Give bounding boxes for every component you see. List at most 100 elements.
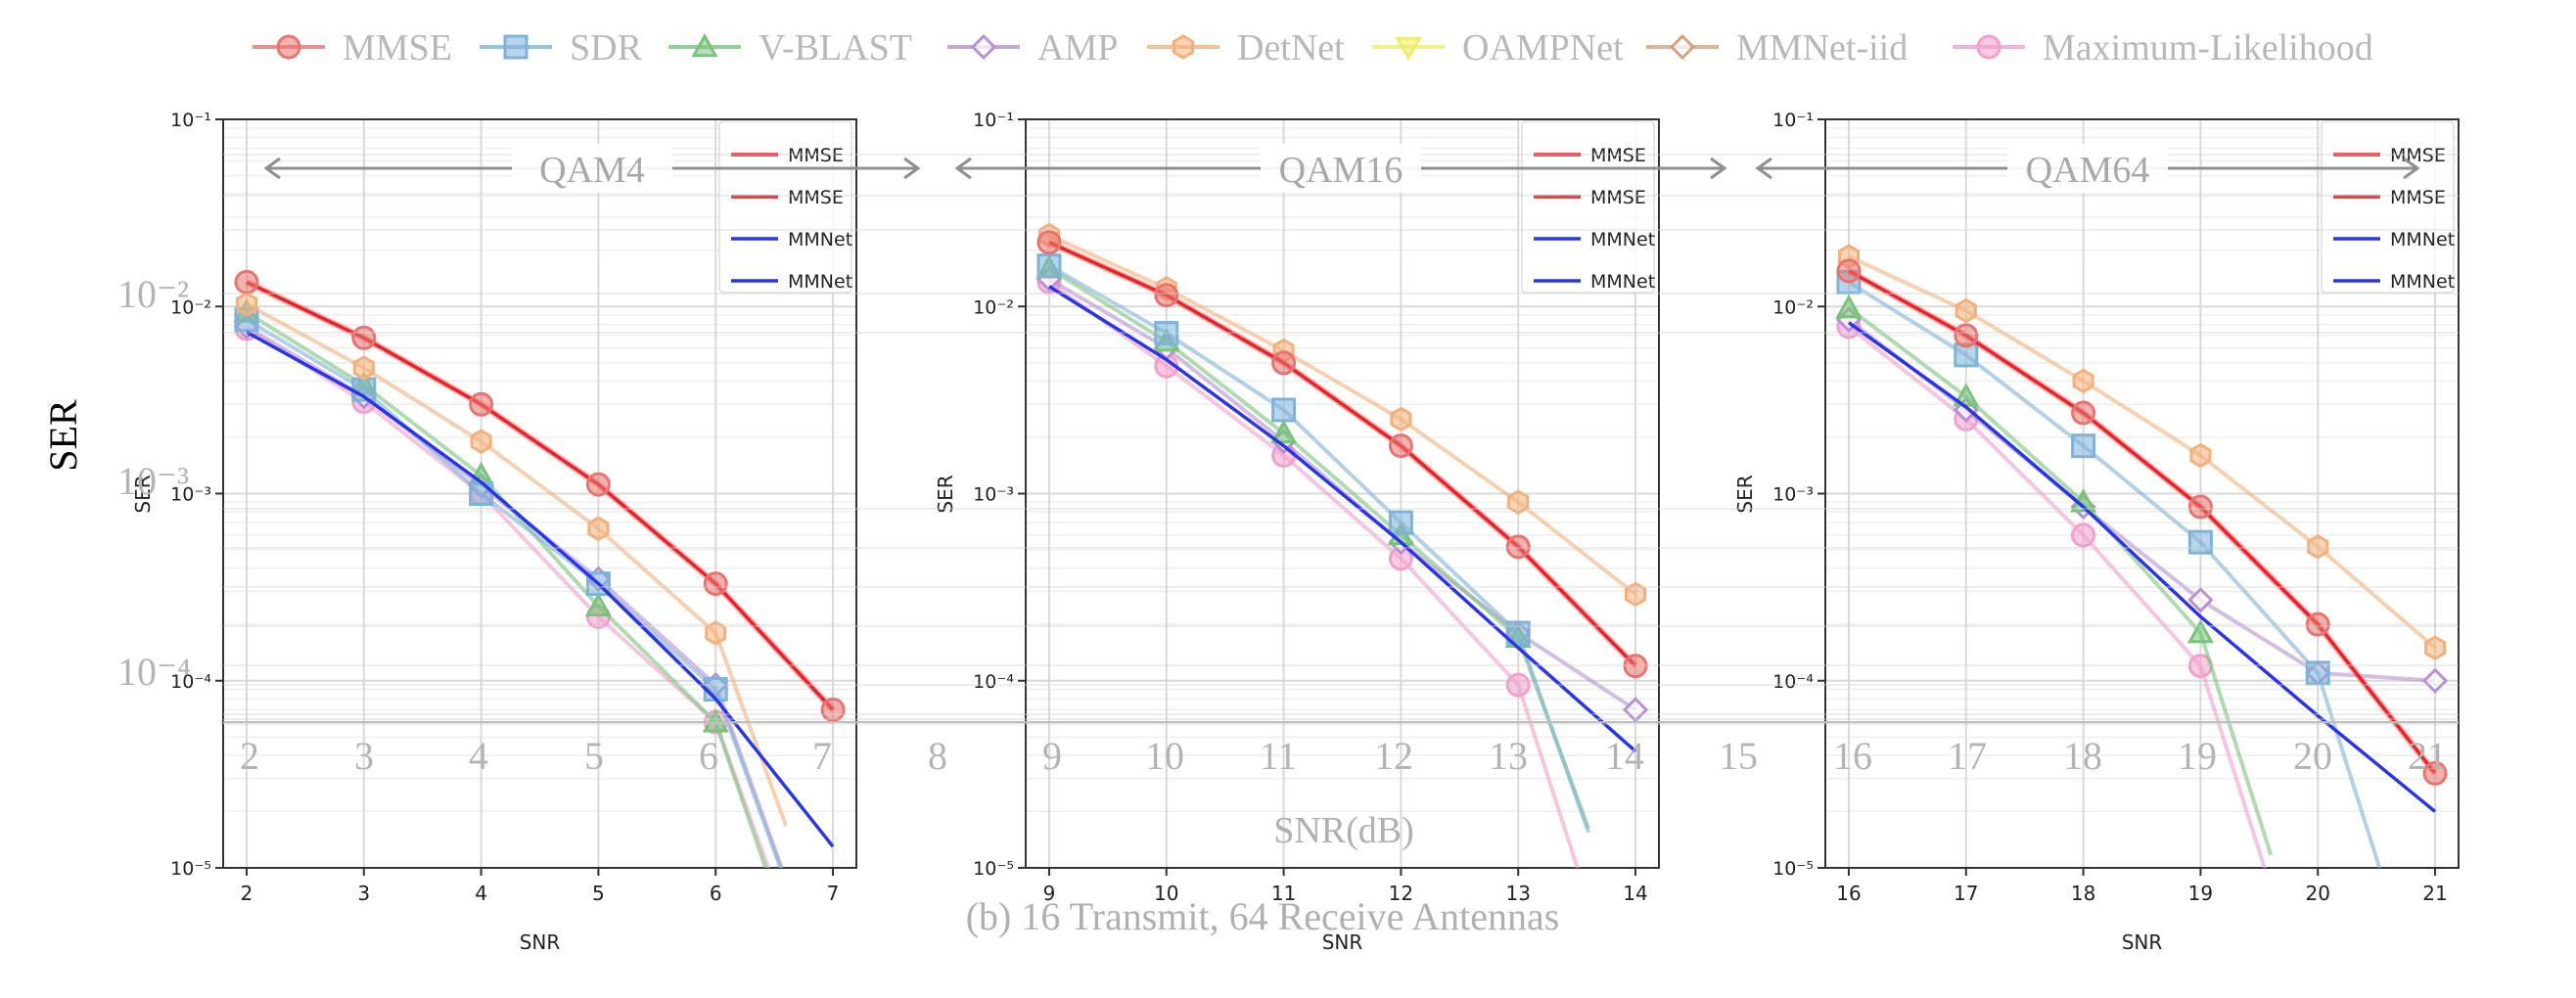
top-legend-item-v-blast: V-BLAST	[668, 27, 912, 68]
panel-qam4: 10⁻⁵10⁻⁴10⁻³10⁻²10⁻¹2 3 4 5 6 7SNRSERMMSEMMSE…	[131, 110, 857, 954]
inner-legend: MMSE MMSE MMNet MMNet	[718, 120, 852, 294]
grid	[1825, 119, 2459, 869]
top-legend-label: SDR	[570, 27, 643, 68]
banner-box	[512, 144, 672, 193]
data-point	[2307, 534, 2329, 560]
x-tick-label: 3	[357, 882, 370, 905]
top-legend-label: Maximum-Likelihood	[2043, 27, 2373, 68]
series-line	[1047, 263, 1590, 834]
inner-legend-item-mmnet: MMNet	[731, 229, 852, 250]
ghost-x-tick: 11	[1260, 734, 1298, 778]
top-legend-item-amp: AMP	[947, 27, 1118, 68]
series-mmse	[1036, 230, 1648, 679]
legend-marker	[1395, 36, 1422, 62]
data-point	[1388, 510, 1413, 535]
x-tick-label: 16	[1836, 882, 1861, 905]
series-amp	[233, 313, 784, 868]
x-tick-label: 18	[2071, 882, 2095, 905]
series-line-faded	[245, 279, 836, 712]
data-point	[469, 391, 494, 417]
data-point	[2424, 635, 2447, 660]
series-line	[1048, 233, 1637, 596]
y-tick-label: 10⁻¹	[170, 110, 211, 131]
plot-area	[1835, 244, 2449, 868]
data-point	[703, 571, 728, 597]
data-point	[2071, 522, 2096, 548]
inner-legend-item-mmse: MMSE	[2333, 187, 2446, 208]
ghost-x-tick: 5	[584, 734, 604, 778]
y-tick-label: 10⁻⁵	[973, 858, 1014, 880]
x-tick-label: 7	[827, 882, 840, 905]
y-tick-label: 10⁻²	[170, 296, 211, 318]
banner-qam16: QAM16	[954, 144, 1727, 193]
inner-legend: MMSE MMSE MMNet MMNet	[1521, 120, 1655, 294]
top-legend-item-maximum-likelihood: Maximum-Likelihood	[1953, 27, 2373, 68]
figure-caption: (b) 16 Transmit, 64 Receive Antennas	[966, 894, 1560, 938]
ghost-x-tick: 19	[2178, 734, 2217, 778]
x-axis-label: SNR	[1322, 930, 1363, 954]
data-point	[2186, 618, 2214, 644]
ghost-x-tick: 7	[812, 734, 832, 778]
top-legend-item-oampnet: OAMPNet	[1372, 27, 1624, 68]
series-sdr	[1836, 269, 2382, 868]
ghost-x-tick: 21	[2408, 734, 2447, 778]
ghost-x-tick: 10	[1145, 734, 1184, 778]
data-point	[2305, 612, 2330, 637]
y-tick-label: 10⁻¹	[1772, 110, 1814, 131]
data-point	[2189, 442, 2212, 469]
top-legend-label: AMP	[1037, 27, 1118, 68]
data-point	[1955, 297, 1977, 324]
ghost-x-tick: 6	[699, 734, 718, 778]
ghost-x-tick: 13	[1489, 734, 1528, 778]
y-tick-label: 10⁻³	[973, 484, 1014, 506]
y-tick-label: 10⁻³	[170, 484, 211, 506]
series-line	[1848, 269, 2437, 775]
data-point	[1036, 230, 1062, 255]
y-tick-label: 10⁻⁴	[973, 671, 1014, 693]
legend-marker	[503, 34, 529, 60]
inner-legend-label: MMNet	[788, 271, 852, 293]
data-point	[470, 429, 492, 454]
banner-label: QAM64	[2026, 150, 2150, 191]
y-axis-label: SER	[934, 475, 957, 513]
data-point	[1505, 534, 1531, 560]
banner-arrow-right	[903, 157, 921, 180]
inner-legend-item-mmse: MMSE	[731, 187, 844, 208]
ghost-x-tick: 20	[2293, 734, 2332, 778]
series-amp	[1835, 306, 2449, 694]
ghost-y-tick: 10⁻³	[117, 459, 189, 503]
data-point	[1835, 294, 1863, 319]
legend-marker	[970, 33, 997, 61]
data-point	[820, 697, 846, 722]
ghost-x-tick: 4	[469, 734, 488, 778]
inner-legend: MMSE MMSE MMNet MMNet	[2321, 120, 2455, 294]
series-maximum-likelihood	[234, 316, 771, 868]
top-legend-label: V-BLAST	[759, 27, 912, 68]
top-legend-label: MMSE	[343, 27, 452, 68]
data-point	[1154, 283, 1179, 308]
x-tick-label: 12	[1389, 882, 1413, 905]
inner-legend-label: MMSE	[2390, 145, 2446, 166]
data-point	[1836, 258, 1862, 284]
ghost-x-tick: 2	[240, 734, 259, 778]
data-point	[2072, 368, 2094, 394]
inner-legend-label: MMSE	[2390, 187, 2446, 208]
legend-marker	[1669, 33, 1696, 61]
x-tick-label: 21	[2422, 882, 2447, 905]
x-axis-label: SNR	[520, 930, 561, 954]
data-point	[2187, 494, 2213, 520]
data-point	[1390, 406, 1412, 432]
data-point	[705, 620, 727, 646]
inner-legend-item-mmnet: MMNet	[2333, 229, 2455, 250]
inner-legend-label: MMNet	[2390, 271, 2455, 293]
inner-legend-label: MMSE	[1590, 187, 1646, 208]
series-line	[245, 325, 784, 868]
y-tick-label: 10⁻³	[1772, 484, 1814, 506]
series-line	[246, 280, 835, 711]
ghost-x-tick: 17	[1948, 734, 1987, 778]
inner-legend-item-mmnet: MMNet	[2333, 271, 2455, 293]
y-tick-label: 10⁻²	[973, 296, 1014, 318]
x-tick-label: 2	[241, 882, 253, 905]
data-point	[2421, 667, 2449, 694]
ghost-x-tick: 8	[928, 734, 947, 778]
